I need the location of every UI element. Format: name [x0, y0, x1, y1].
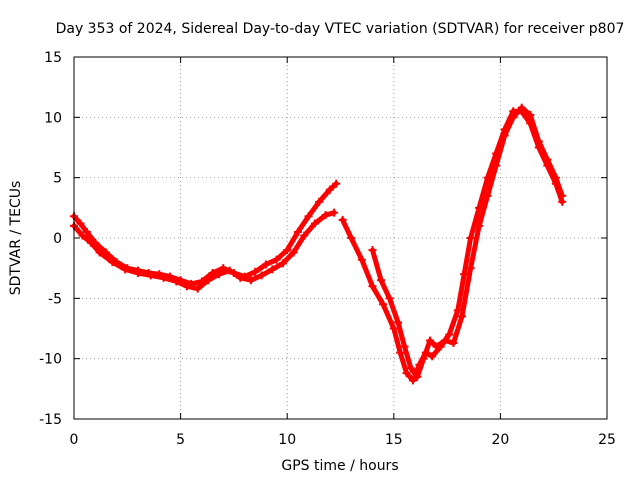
data-point [146, 271, 155, 280]
data-point [449, 338, 458, 347]
data-point [214, 270, 223, 279]
data-point [445, 330, 454, 339]
data-point [413, 372, 422, 381]
y-tick-label: -10 [39, 352, 62, 368]
x-tick-label: 0 [70, 432, 79, 448]
data-point [257, 271, 266, 280]
data-point [225, 266, 234, 275]
data-point [338, 215, 347, 224]
data-point [108, 258, 117, 267]
data-point [261, 260, 270, 269]
y-tick-label: -5 [48, 291, 62, 307]
x-tick-label: 25 [598, 432, 616, 448]
data-point [172, 277, 181, 286]
data-point [278, 259, 287, 268]
data-point [368, 246, 377, 255]
data-point [402, 369, 411, 378]
chart-title: Day 353 of 2024, Sidereal Day-to-day VTE… [56, 21, 625, 37]
data-point [379, 300, 388, 309]
data-point [475, 221, 484, 230]
axis-ticks: 0 5 10 15 20 25 -15 -10 -5 0 5 10 15 [39, 50, 616, 448]
plot-frame [73, 56, 608, 420]
data-series [70, 103, 567, 385]
data-point [419, 354, 428, 363]
series-line [340, 108, 565, 383]
data-point [251, 267, 260, 276]
data-point [460, 270, 469, 279]
x-axis-label: GPS time / hours [281, 458, 398, 474]
data-point [76, 219, 85, 228]
data-point [159, 273, 168, 282]
x-tick-label: 15 [385, 432, 403, 448]
data-point [543, 155, 552, 164]
data-point [283, 246, 292, 255]
series-track-1 [70, 179, 341, 288]
data-point [357, 255, 366, 264]
y-tick-label: -15 [39, 412, 62, 428]
data-point [483, 191, 492, 200]
data-point [440, 336, 449, 345]
data-point [377, 276, 386, 285]
data-point [121, 265, 130, 274]
data-point [300, 231, 309, 240]
data-point [406, 364, 415, 373]
y-tick-label: 0 [53, 231, 62, 247]
data-point [385, 294, 394, 303]
data-point [87, 238, 96, 247]
data-point [551, 173, 560, 182]
data-point [246, 276, 255, 285]
data-point [310, 219, 319, 228]
x-tick-label: 5 [176, 432, 185, 448]
data-point [332, 179, 341, 188]
x-tick-label: 20 [491, 432, 509, 448]
data-point [293, 227, 302, 236]
data-point [330, 208, 339, 217]
grid-lines [74, 57, 607, 419]
data-point [466, 264, 475, 273]
data-point [534, 137, 543, 146]
x-tick-label: 10 [278, 432, 296, 448]
data-point [466, 234, 475, 242]
data-point [325, 185, 334, 194]
data-point [428, 352, 437, 361]
series-track-4 [368, 103, 567, 381]
data-point [272, 255, 281, 264]
y-tick-label: 10 [44, 110, 62, 126]
data-point [82, 227, 91, 236]
data-point [400, 342, 409, 351]
data-point [526, 110, 535, 119]
data-point [236, 273, 245, 282]
data-point [304, 212, 313, 221]
y-axis-label: SDTVAR / TECUs [8, 181, 24, 296]
data-point [517, 103, 526, 112]
data-point [492, 161, 501, 170]
data-point [133, 268, 142, 277]
data-point [193, 284, 202, 293]
data-point [396, 348, 405, 357]
data-point [268, 265, 277, 274]
series-track-2 [70, 208, 339, 293]
data-point [389, 324, 398, 333]
data-point [315, 197, 324, 206]
data-point [394, 318, 403, 327]
data-point [408, 376, 417, 385]
data-point [347, 234, 356, 242]
data-point [500, 131, 509, 140]
data-point [78, 231, 87, 240]
data-point [368, 282, 377, 291]
data-point [289, 248, 298, 257]
data-point [558, 191, 567, 200]
y-tick-label: 5 [53, 171, 62, 187]
data-point [458, 312, 467, 321]
data-point [182, 282, 191, 291]
data-point [509, 113, 518, 122]
data-point [204, 276, 213, 285]
data-point [95, 248, 104, 257]
data-point [321, 211, 330, 220]
y-tick-label: 15 [44, 50, 62, 66]
data-point [426, 336, 435, 345]
data-point [453, 306, 462, 315]
data-point [432, 342, 441, 351]
